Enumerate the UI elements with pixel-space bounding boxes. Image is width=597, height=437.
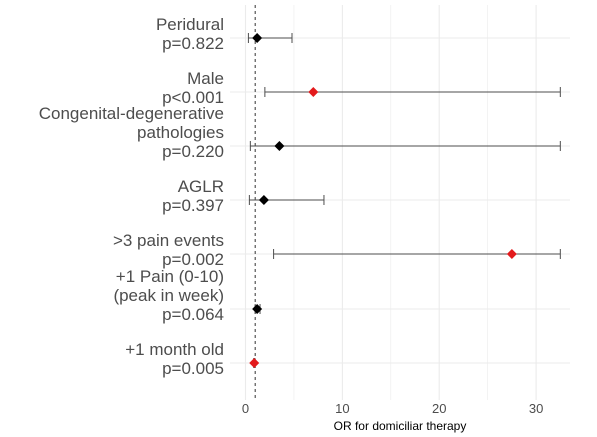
estimate-point — [252, 33, 263, 43]
x-tick-labels: 0 10 20 30 — [242, 401, 543, 416]
row-p-value: p<0.001 — [162, 88, 224, 107]
x-tick-label: 30 — [529, 401, 543, 416]
grid — [230, 5, 570, 400]
row-p-value: p=0.005 — [162, 359, 224, 378]
estimate-point — [308, 87, 319, 97]
row-p-value: p=0.397 — [162, 196, 224, 215]
estimate-point — [258, 195, 269, 205]
row-label: >3 pain events — [113, 231, 224, 250]
row-label: pathologies — [137, 123, 224, 142]
row-label: Congenital-degenerative — [39, 104, 224, 123]
row-p-value: p=0.064 — [162, 305, 224, 324]
row-label: +1 month old — [125, 340, 224, 359]
row-p-value: p=0.002 — [162, 250, 224, 269]
row-label: Peridural — [156, 15, 224, 34]
row-p-value: p=0.822 — [162, 34, 224, 53]
x-tick-label: 10 — [335, 401, 349, 416]
row-label: Male — [187, 69, 224, 88]
x-tick-label: 20 — [432, 401, 446, 416]
row-p-value: p=0.220 — [162, 142, 224, 161]
estimate-point — [252, 304, 263, 314]
estimate-point — [274, 141, 285, 151]
estimate-points — [249, 33, 517, 368]
x-tick-label: 0 — [242, 401, 249, 416]
estimate-point — [506, 249, 517, 259]
row-label: (peak in week) — [113, 286, 224, 305]
row-label: AGLR — [178, 177, 224, 196]
estimate-point — [249, 358, 260, 368]
x-axis-title: OR for domiciliar therapy — [334, 419, 467, 433]
row-label: +1 Pain (0-10) — [116, 267, 224, 286]
